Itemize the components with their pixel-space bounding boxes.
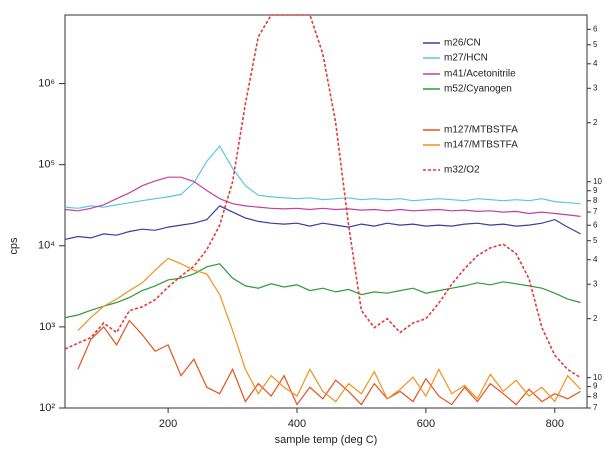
y2-tick-label: 6 [593,24,598,33]
series-line [77,319,581,406]
y2-tick-label: 8 [593,196,598,205]
series-line [64,144,581,209]
series-line [64,14,582,379]
y2-tick-label: 2 [593,314,598,323]
y2-tick-label: 10 [593,177,602,186]
y2-tick-label: 4 [593,59,598,68]
x-tick-label: 400 [288,418,306,430]
series-line [77,257,582,403]
y2-tick-label: 6 [593,220,598,229]
y2-tick-label: 5 [593,40,598,49]
y2-tick-label: 8 [593,392,598,401]
y2-tick-label: 9 [593,382,598,391]
y-axis-title: cps [8,237,20,255]
y2-tick-label: 4 [593,255,598,264]
y2-tick-label: 7 [593,207,598,216]
y2-tick-label: 3 [593,279,598,288]
legend-label: m147/MTBSTFA [444,140,518,151]
legend-label: m27/HCN [444,53,488,64]
plot-frame [64,14,588,409]
y-tick-label: 10³ [39,321,55,333]
y-tick-label: 10⁴ [38,240,55,252]
x-axis-title: sample temp (deg C) [275,434,378,446]
series-line [64,176,581,217]
legend-label: m26/CN [444,38,481,49]
x-tick-label: 800 [546,418,564,430]
x-tick-label: 600 [417,418,435,430]
legend-label: m41/Acetonitrile [444,69,516,80]
y-tick-label: 10² [39,402,55,414]
x-tick-label: 200 [159,418,177,430]
legend-label: m32/O2 [444,165,480,176]
y2-tick-label: 5 [593,236,598,245]
legend-label: m127/MTBSTFA [444,125,518,136]
legend-label: m52/Cyanogen [444,84,512,95]
series-line [64,263,581,319]
y-tick-label: 10⁵ [38,159,55,171]
y2-tick-label: 9 [593,186,598,195]
y2-tick-label: 10 [593,373,602,382]
series-line [64,205,581,240]
y2-tick-label: 7 [593,403,598,412]
y-tick-label: 10⁶ [38,77,55,89]
y2-tick-label: 3 [593,83,598,92]
y2-tick-label: 2 [593,118,598,127]
